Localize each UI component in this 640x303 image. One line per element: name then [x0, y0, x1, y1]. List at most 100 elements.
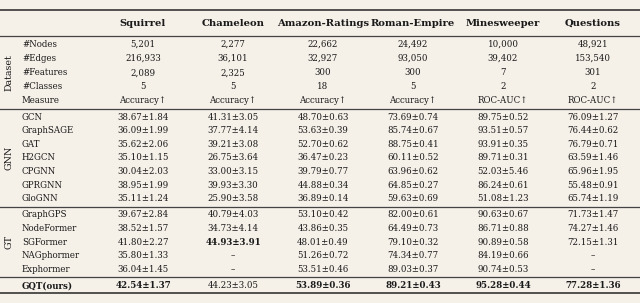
Text: Exphormer: Exphormer — [22, 265, 70, 274]
Text: CPGNN: CPGNN — [22, 167, 56, 176]
Text: 89.71±0.31: 89.71±0.31 — [477, 154, 529, 162]
Text: 30.04±2.03: 30.04±2.03 — [117, 167, 168, 176]
Text: 65.96±1.95: 65.96±1.95 — [568, 167, 619, 176]
Text: 24,492: 24,492 — [398, 40, 428, 49]
Text: 77.28±1.36: 77.28±1.36 — [565, 281, 621, 290]
Text: 216,933: 216,933 — [125, 54, 161, 63]
Text: 86.24±0.61: 86.24±0.61 — [477, 181, 529, 190]
Text: 2,325: 2,325 — [221, 68, 245, 77]
Text: 63.96±0.62: 63.96±0.62 — [387, 167, 438, 176]
Text: 34.73±4.14: 34.73±4.14 — [207, 224, 259, 233]
Text: 5: 5 — [230, 82, 236, 91]
Text: 300: 300 — [315, 68, 332, 77]
Text: 33.00±3.15: 33.00±3.15 — [207, 167, 259, 176]
Text: 93,050: 93,050 — [397, 54, 428, 63]
Text: 51.26±0.72: 51.26±0.72 — [298, 251, 349, 260]
Text: 89.03±0.37: 89.03±0.37 — [387, 265, 438, 274]
Text: 301: 301 — [585, 68, 602, 77]
Text: 35.80±1.33: 35.80±1.33 — [117, 251, 168, 260]
Text: 89.75±0.52: 89.75±0.52 — [477, 113, 529, 122]
Text: 51.08±1.23: 51.08±1.23 — [477, 194, 529, 203]
Text: 39.79±0.77: 39.79±0.77 — [298, 167, 349, 176]
Text: 90.74±0.53: 90.74±0.53 — [477, 265, 529, 274]
Text: H2GCN: H2GCN — [22, 154, 56, 162]
Text: GPRGNN: GPRGNN — [22, 181, 63, 190]
Text: 53.89±0.36: 53.89±0.36 — [295, 281, 351, 290]
Text: NodeFormer: NodeFormer — [22, 224, 77, 233]
Text: GraphGPS: GraphGPS — [22, 210, 67, 219]
Text: 39.67±2.84: 39.67±2.84 — [117, 210, 168, 219]
Text: 74.27±1.46: 74.27±1.46 — [568, 224, 619, 233]
Text: 300: 300 — [404, 68, 421, 77]
Text: Measure: Measure — [22, 96, 60, 105]
Text: 5: 5 — [410, 82, 416, 91]
Text: 52.70±0.62: 52.70±0.62 — [298, 140, 349, 149]
Text: GloGNN: GloGNN — [22, 194, 59, 203]
Text: Amazon-Ratings: Amazon-Ratings — [277, 18, 369, 28]
Text: 41.80±2.27: 41.80±2.27 — [117, 238, 169, 247]
Text: Minesweeper: Minesweeper — [466, 18, 540, 28]
Text: 95.28±0.44: 95.28±0.44 — [475, 281, 531, 290]
Text: 44.88±0.34: 44.88±0.34 — [298, 181, 349, 190]
Text: 44.93±3.91: 44.93±3.91 — [205, 238, 261, 247]
Text: SGFormer: SGFormer — [22, 238, 67, 247]
Text: 43.86±0.35: 43.86±0.35 — [298, 224, 349, 233]
Text: 2: 2 — [590, 82, 596, 91]
Text: 90.89±0.58: 90.89±0.58 — [477, 238, 529, 247]
Text: 10,000: 10,000 — [488, 40, 518, 49]
Text: Questions: Questions — [565, 18, 621, 28]
Text: 48,921: 48,921 — [578, 40, 608, 49]
Text: 2: 2 — [500, 82, 506, 91]
Text: Dataset: Dataset — [4, 54, 13, 91]
Text: #Classes: #Classes — [22, 82, 62, 91]
Text: #Edges: #Edges — [22, 54, 56, 63]
Text: Accuracy↑: Accuracy↑ — [389, 96, 436, 105]
Text: 39.21±3.08: 39.21±3.08 — [207, 140, 259, 149]
Text: 32,927: 32,927 — [308, 54, 338, 63]
Text: 35.10±1.15: 35.10±1.15 — [117, 154, 169, 162]
Text: Accuracy↑: Accuracy↑ — [209, 96, 257, 105]
Text: 41.31±3.05: 41.31±3.05 — [207, 113, 259, 122]
Text: 84.19±0.66: 84.19±0.66 — [477, 251, 529, 260]
Text: GAT: GAT — [22, 140, 40, 149]
Text: 53.51±0.46: 53.51±0.46 — [298, 265, 349, 274]
Text: ROC-AUC↑: ROC-AUC↑ — [568, 96, 618, 105]
Text: 36,101: 36,101 — [218, 54, 248, 63]
Text: 93.91±0.35: 93.91±0.35 — [477, 140, 529, 149]
Text: 86.71±0.88: 86.71±0.88 — [477, 224, 529, 233]
Text: 18: 18 — [317, 82, 328, 91]
Text: 65.74±1.19: 65.74±1.19 — [567, 194, 619, 203]
Text: 53.63±0.39: 53.63±0.39 — [298, 126, 348, 135]
Text: –: – — [591, 251, 595, 260]
Text: GraphSAGE: GraphSAGE — [22, 126, 74, 135]
Text: 35.62±2.06: 35.62±2.06 — [117, 140, 168, 149]
Text: 36.89±0.14: 36.89±0.14 — [298, 194, 349, 203]
Text: 5: 5 — [140, 82, 146, 91]
Text: 90.63±0.67: 90.63±0.67 — [477, 210, 529, 219]
Text: 76.09±1.27: 76.09±1.27 — [567, 113, 619, 122]
Text: 37.77±4.14: 37.77±4.14 — [207, 126, 259, 135]
Text: GNN: GNN — [4, 146, 13, 170]
Text: 64.49±0.73: 64.49±0.73 — [387, 224, 438, 233]
Text: –: – — [591, 265, 595, 274]
Text: 7: 7 — [500, 68, 506, 77]
Text: Accuracy↑: Accuracy↑ — [300, 96, 347, 105]
Text: 73.69±0.74: 73.69±0.74 — [387, 113, 438, 122]
Text: 60.11±0.52: 60.11±0.52 — [387, 154, 439, 162]
Text: 38.52±1.57: 38.52±1.57 — [117, 224, 168, 233]
Text: Roman-Empire: Roman-Empire — [371, 18, 455, 28]
Text: –: – — [231, 265, 235, 274]
Text: 88.75±0.41: 88.75±0.41 — [387, 140, 439, 149]
Text: –: – — [231, 251, 235, 260]
Text: 39,402: 39,402 — [488, 54, 518, 63]
Text: 64.85±0.27: 64.85±0.27 — [387, 181, 438, 190]
Text: 89.21±0.43: 89.21±0.43 — [385, 281, 441, 290]
Text: 36.04±1.45: 36.04±1.45 — [117, 265, 168, 274]
Text: 25.90±3.58: 25.90±3.58 — [207, 194, 259, 203]
Text: NAGphormer: NAGphormer — [22, 251, 80, 260]
Text: Squirrel: Squirrel — [120, 18, 166, 28]
Text: 76.79±0.71: 76.79±0.71 — [567, 140, 619, 149]
Text: #Features: #Features — [22, 68, 67, 77]
Text: 59.63±0.69: 59.63±0.69 — [387, 194, 438, 203]
Text: 82.00±0.61: 82.00±0.61 — [387, 210, 439, 219]
